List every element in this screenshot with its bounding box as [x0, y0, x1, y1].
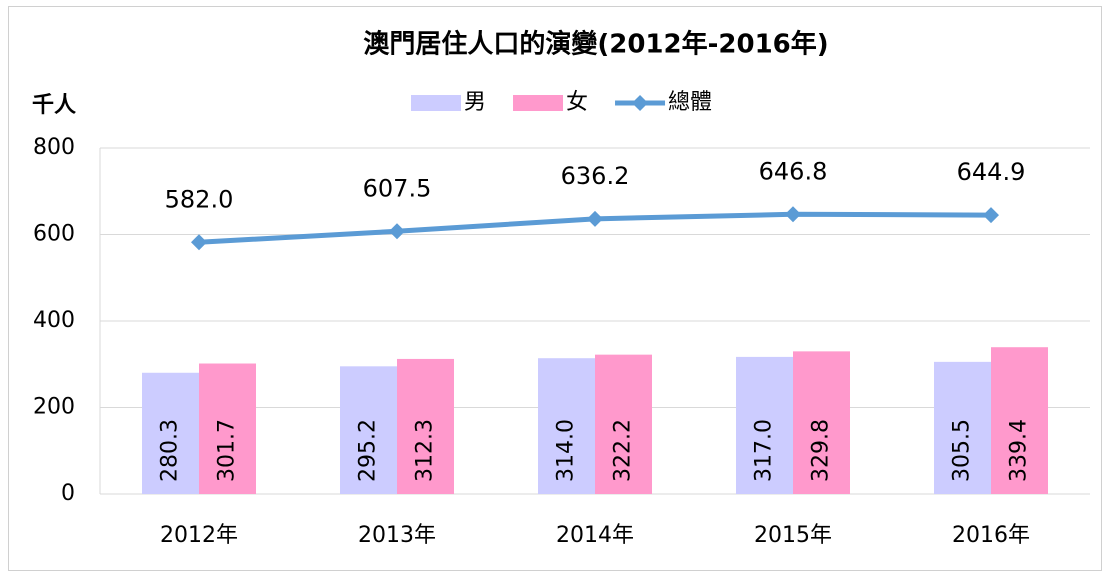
- bar: [991, 347, 1048, 494]
- bar-value-label: 339.4: [1007, 419, 1032, 482]
- bar-value-label: 322.2: [611, 419, 636, 482]
- line-value-label: 582.0: [165, 185, 234, 213]
- bar-value-label: 317.0: [752, 419, 777, 482]
- y-tick-label: 200: [33, 395, 75, 420]
- y-tick-label: 400: [33, 308, 75, 333]
- legend-label: 男: [464, 90, 486, 115]
- legend-label: 女: [566, 90, 588, 115]
- bar: [199, 363, 256, 494]
- bar: [793, 351, 850, 494]
- line-marker: [389, 223, 405, 240]
- bar: [142, 372, 199, 494]
- y-tick-label: 800: [33, 135, 75, 160]
- legend-swatch: [513, 95, 564, 111]
- bar: [934, 361, 991, 494]
- bar: [736, 356, 793, 494]
- bar-value-label: 314.0: [554, 419, 579, 482]
- bar-value-label: 295.2: [356, 419, 381, 482]
- bar: [538, 358, 595, 494]
- chart-title: 澳門居住人口的演變(2012年-2016年): [363, 29, 828, 60]
- y-axis-label: 千人: [32, 93, 76, 118]
- line-marker: [785, 206, 801, 223]
- bar-value-label: 305.5: [950, 419, 975, 482]
- x-tick-label: 2014年: [556, 523, 634, 548]
- line-marker: [983, 207, 999, 224]
- line-value-label: 636.2: [561, 162, 630, 190]
- legend-label: 總體: [668, 90, 712, 115]
- line-value-label: 644.9: [957, 158, 1026, 186]
- y-tick-label: 0: [61, 481, 75, 506]
- legend-marker: [632, 95, 649, 111]
- bar-value-label: 329.8: [809, 419, 834, 482]
- x-tick-label: 2013年: [358, 523, 436, 548]
- x-tick-label: 2016年: [952, 523, 1030, 548]
- x-tick-label: 2012年: [160, 523, 238, 548]
- bar: [397, 358, 454, 494]
- x-tick-label: 2015年: [754, 523, 832, 548]
- line-value-label: 646.8: [759, 157, 828, 185]
- line-marker: [191, 234, 207, 251]
- line-marker: [587, 210, 603, 227]
- legend-swatch: [411, 95, 461, 111]
- bar-value-label: 301.7: [215, 419, 240, 482]
- line-value-label: 607.5: [363, 174, 432, 202]
- bar-value-label: 280.3: [158, 419, 183, 482]
- bar: [340, 366, 397, 494]
- y-tick-label: 600: [33, 222, 75, 247]
- bar: [595, 354, 652, 494]
- bar-value-label: 312.3: [413, 419, 438, 482]
